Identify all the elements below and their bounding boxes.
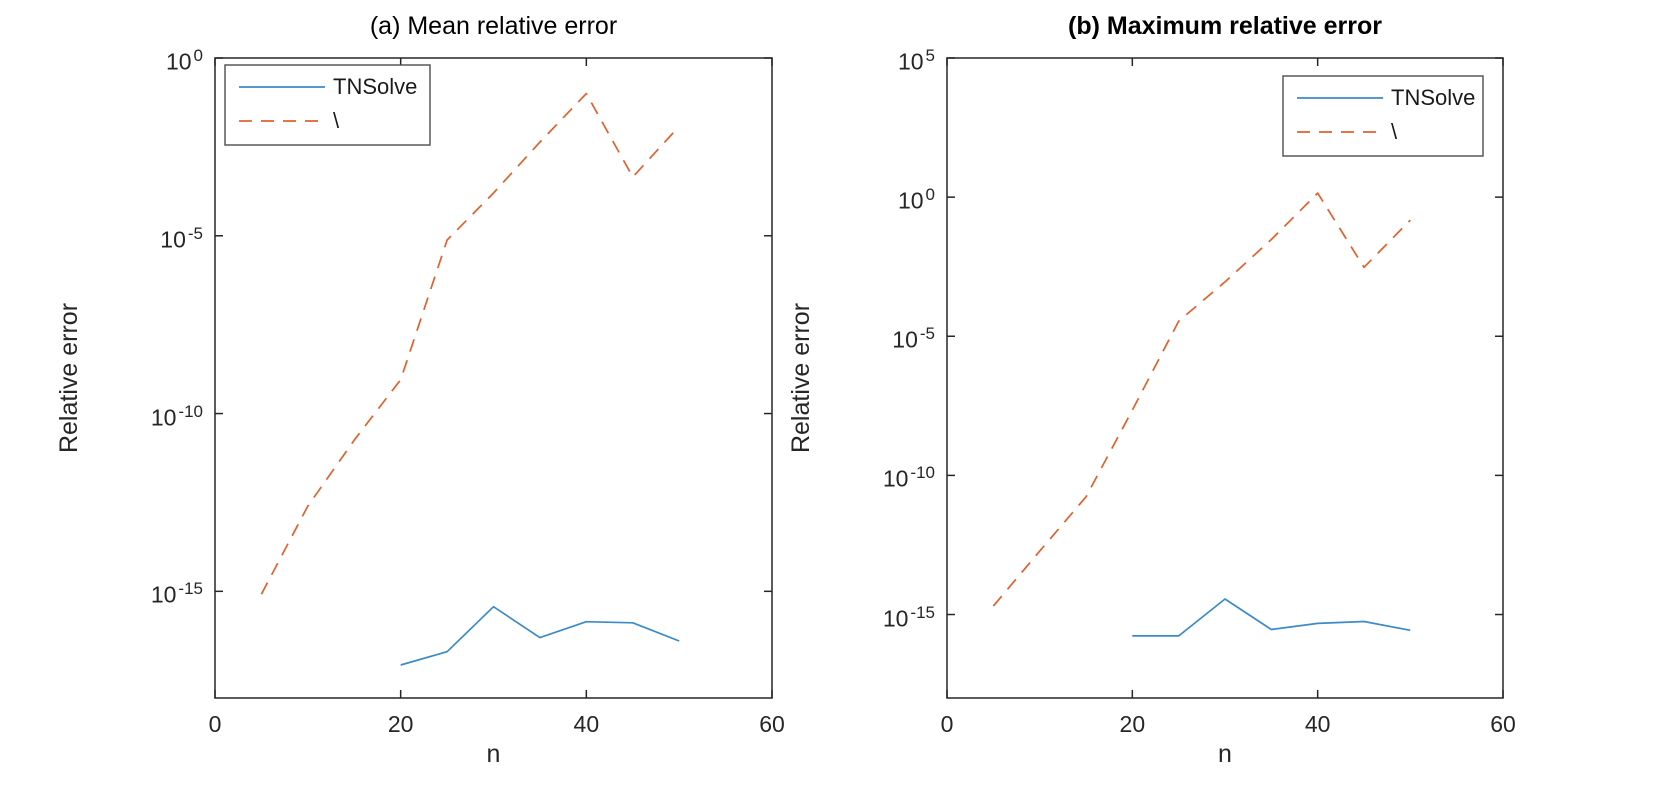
x-tick-label: 60 [1490,711,1516,737]
x-tick-label: 20 [1119,711,1146,737]
series-line-backslash [992,192,1411,607]
series-line-backslash [260,92,680,595]
plot-box [946,57,1504,699]
plot-box [214,57,773,699]
series-line-tnsolve [400,605,680,666]
x-tick-label: 60 [759,711,785,737]
plot-b-x-axis-label: n [1218,740,1232,768]
x-tick-label: 40 [1304,711,1331,737]
x-tick-label: 20 [387,711,414,737]
legend-label-backslash: \ [1391,119,1398,144]
plot-a-x-axis-label: n [486,740,501,768]
y-tick-label: 10 0 [897,185,935,214]
y-tick-label: 10 -5 [160,223,203,253]
x-tick-label: 0 [940,711,954,737]
plot-b-title: (b) Maximum relative error [1068,12,1382,40]
legend-box [224,64,431,146]
series-line-tnsolve [1132,598,1411,637]
plot-a-y-axis-label: Relative error [55,302,83,454]
legend-box [1282,75,1484,157]
y-tick-label: 10 -10 [882,463,935,493]
y-tick-label: 10 -5 [892,324,935,353]
y-tick-label: 10 -10 [150,401,203,431]
plot-a-title: (a) Mean relative error [369,12,618,40]
y-tick-label: 10 -15 [150,579,203,608]
x-tick-label: 0 [208,711,222,737]
y-tick-label: 10 0 [165,46,203,75]
x-tick-label: 40 [573,711,600,737]
y-tick-label: 10 5 [897,46,935,75]
legend-label-tnsolve: TNSolve [333,74,418,99]
legend-label-tnsolve: TNSolve [1391,85,1476,110]
y-tick-label: 10 -15 [882,602,935,632]
legend-label-backslash: \ [333,108,340,133]
